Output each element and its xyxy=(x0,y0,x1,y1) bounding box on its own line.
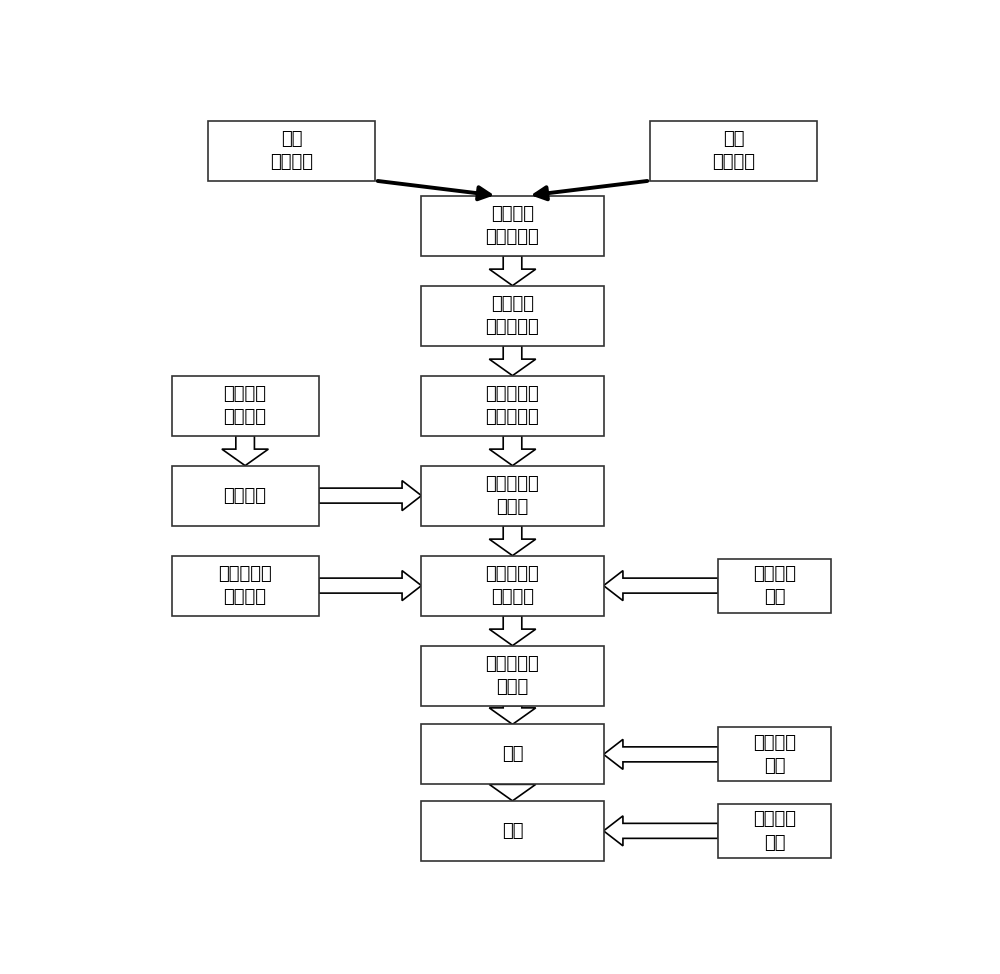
Text: 采收: 采收 xyxy=(502,745,523,764)
Text: 富根缓释液
成长中期: 富根缓释液 成长中期 xyxy=(486,565,539,607)
Polygon shape xyxy=(222,435,268,466)
Polygon shape xyxy=(489,705,536,725)
Text: 二氧化氯
杀菌: 二氧化氯 杀菌 xyxy=(753,733,796,775)
Bar xyxy=(421,646,604,705)
Bar xyxy=(421,801,604,861)
Bar xyxy=(421,555,604,616)
Polygon shape xyxy=(319,480,421,510)
Bar xyxy=(421,725,604,784)
Text: 二氧化氯
杀菌: 二氧化氯 杀菌 xyxy=(753,565,796,607)
Polygon shape xyxy=(319,571,421,601)
Bar xyxy=(421,466,604,526)
Polygon shape xyxy=(489,435,536,466)
Bar xyxy=(208,121,375,180)
Polygon shape xyxy=(489,526,536,555)
Text: 无棚
农业用地: 无棚 农业用地 xyxy=(270,130,313,171)
Text: 二氧化氯
农用地杀菌: 二氧化氯 农用地杀菌 xyxy=(486,295,539,336)
Text: 富根缓释液
植株期: 富根缓释液 植株期 xyxy=(486,474,539,516)
Bar xyxy=(172,376,319,435)
Polygon shape xyxy=(604,571,718,601)
Polygon shape xyxy=(489,346,536,376)
Polygon shape xyxy=(604,739,718,769)
Bar xyxy=(421,196,604,255)
Bar xyxy=(650,121,817,180)
Text: 富根缓释液
采收前: 富根缓释液 采收前 xyxy=(486,655,539,696)
Text: 二氧化氯
保鲜: 二氧化氯 保鲜 xyxy=(753,810,796,851)
Polygon shape xyxy=(604,816,718,845)
Bar xyxy=(172,555,319,616)
Text: 种子育苗: 种子育苗 xyxy=(224,487,267,505)
Text: 大棚
农业用地: 大棚 农业用地 xyxy=(712,130,755,171)
Bar xyxy=(718,559,831,613)
Bar xyxy=(718,728,831,781)
Text: 连作障碍
农用地整治: 连作障碍 农用地整治 xyxy=(486,205,539,246)
Polygon shape xyxy=(489,255,536,285)
Bar xyxy=(718,804,831,858)
Bar xyxy=(172,466,319,526)
Polygon shape xyxy=(489,616,536,646)
Bar xyxy=(421,376,604,435)
Text: 运输: 运输 xyxy=(502,822,523,840)
Polygon shape xyxy=(489,784,536,801)
Bar xyxy=(421,285,604,346)
Text: 二氧化氯
种子杀菌: 二氧化氯 种子杀菌 xyxy=(224,385,267,427)
Text: 复合益生菌
噴洒施作: 复合益生菌 噴洒施作 xyxy=(218,565,272,607)
Text: 复合益生菌
植物活化液: 复合益生菌 植物活化液 xyxy=(486,385,539,427)
